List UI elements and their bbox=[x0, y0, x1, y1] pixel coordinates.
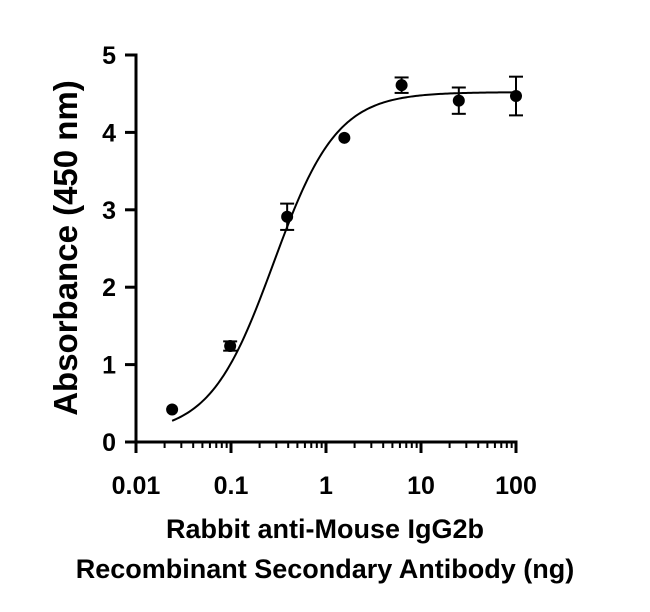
x-tick-label: 100 bbox=[495, 472, 537, 500]
x-tick-label: 0.01 bbox=[112, 472, 161, 500]
axes bbox=[134, 53, 518, 444]
error-bars bbox=[223, 75, 523, 352]
data-point bbox=[510, 90, 522, 103]
data-point bbox=[166, 403, 179, 416]
x-ticks: 0.01 0.1 1 10 100 bbox=[112, 442, 537, 500]
data-point bbox=[281, 210, 294, 223]
y-tick-label: 5 bbox=[102, 42, 116, 70]
data-points bbox=[166, 79, 522, 416]
y-ticks: 0 1 2 3 4 5 bbox=[102, 42, 136, 457]
data-point bbox=[452, 94, 465, 107]
y-tick-label: 1 bbox=[102, 352, 116, 380]
y-tick-label: 0 bbox=[102, 429, 116, 457]
data-point bbox=[338, 131, 351, 144]
x-tick-label: 10 bbox=[407, 472, 435, 500]
x-axis-title-line-1: Rabbit anti-Mouse IgG2b bbox=[166, 514, 484, 544]
y-tick-label: 3 bbox=[102, 197, 116, 225]
data-point bbox=[395, 79, 408, 92]
x-tick-label: 0.1 bbox=[214, 472, 249, 500]
x-axis-title-line-2: Recombinant Secondary Antibody (ng) bbox=[76, 554, 575, 584]
y-tick-label: 4 bbox=[102, 119, 116, 147]
y-axis-title: Absorbance (450 nm) bbox=[47, 80, 84, 416]
data-point bbox=[224, 340, 237, 353]
x-tick-label: 1 bbox=[319, 472, 333, 500]
y-tick-label: 2 bbox=[102, 274, 116, 302]
